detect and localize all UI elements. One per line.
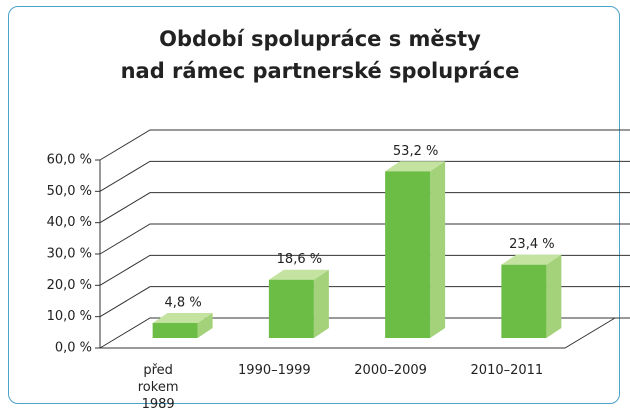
x-tick-label: před rokem 1989 xyxy=(137,363,179,412)
x-tick-label: 2000–2009 xyxy=(354,363,427,378)
grid-line xyxy=(99,317,630,349)
grid-line xyxy=(99,254,630,286)
bar xyxy=(152,322,198,338)
bar-side xyxy=(313,269,329,338)
bar-top xyxy=(501,254,562,265)
grid-line xyxy=(99,192,630,224)
bar-side xyxy=(430,161,446,338)
value-label: 53,2 % xyxy=(393,144,438,159)
grid-line xyxy=(99,286,630,318)
bar xyxy=(501,264,547,338)
grid-line xyxy=(99,223,630,255)
bar-top xyxy=(152,312,213,323)
chart-title: Období spolupráce s městy xyxy=(159,27,481,51)
y-tick-label: 50,0 % xyxy=(47,184,92,199)
floor xyxy=(100,317,616,349)
y-tick-label: 30,0 % xyxy=(47,247,92,262)
grid-line xyxy=(99,129,630,161)
bar xyxy=(268,279,314,338)
value-label: 23,4 % xyxy=(509,237,554,252)
x-tick-label: 1990–1999 xyxy=(238,363,311,378)
y-tick-label: 10,0 % xyxy=(47,309,92,324)
bar-side xyxy=(197,312,213,338)
bar-top xyxy=(385,161,446,172)
bar-top xyxy=(268,269,329,280)
value-label: 18,6 % xyxy=(277,252,322,267)
value-label: 4,8 % xyxy=(165,295,202,310)
y-tick-label: 20,0 % xyxy=(47,278,92,293)
chart-card xyxy=(8,6,620,404)
grid-line xyxy=(99,160,630,192)
chart-title: nad rámec partnerské spolupráce xyxy=(121,59,520,83)
y-tick-label: 40,0 % xyxy=(47,215,92,230)
y-tick-label: 0,0 % xyxy=(55,341,92,356)
bar-side xyxy=(546,254,562,338)
x-tick-label: 2010–2011 xyxy=(470,363,544,378)
bar xyxy=(385,171,431,338)
y-tick-label: 60,0 % xyxy=(47,153,92,168)
